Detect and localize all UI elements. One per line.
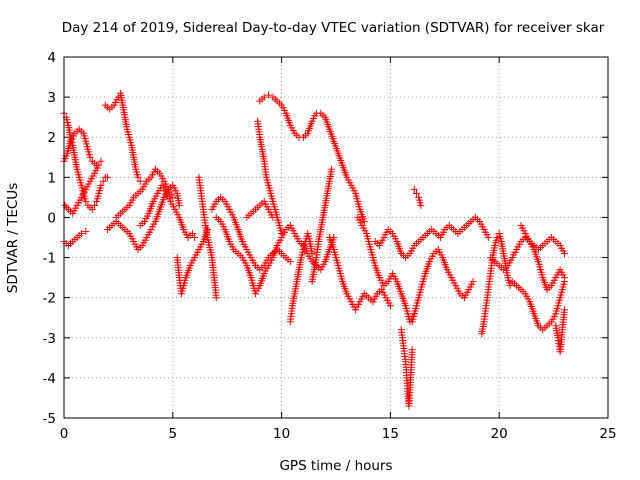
data-point [175,201,183,209]
data-point [93,161,101,169]
data-point [561,274,568,282]
data-points [60,89,568,410]
data-point [91,201,98,209]
y-tick-label: 2 [47,130,56,146]
data-point [408,346,416,354]
data-point [308,250,316,257]
data-point [136,177,144,185]
y-tick-label: -2 [43,291,56,307]
y-tick-label: -5 [43,411,56,427]
data-point [410,185,418,193]
data-point [188,230,196,237]
data-point [169,193,177,201]
data-point [484,234,492,241]
data-point [97,157,105,165]
data-point [469,278,477,286]
y-tick-label: 4 [47,50,56,66]
data-point [97,181,105,189]
data-point [286,258,294,266]
y-tick-label: 1 [47,170,56,186]
data-point [360,218,368,225]
data-point [99,177,107,185]
data-point [493,234,501,241]
data-point [86,153,94,161]
x-tick-label: 25 [599,426,616,442]
data-point [386,302,394,310]
y-tick-label: -3 [43,331,56,347]
data-point [134,173,142,181]
x-tick-label: 5 [169,426,178,442]
data-point [82,197,90,205]
data-point [212,294,220,302]
y-tick-label: -1 [43,251,56,267]
data-point [328,165,336,173]
data-point [104,173,111,181]
plot-frame [63,56,609,419]
data-point [77,230,85,237]
x-tick-label: 10 [273,426,290,442]
data-point [506,282,514,290]
data-point [265,91,272,99]
data-point [88,205,96,213]
data-point [561,250,568,257]
x-tick-label: 15 [382,426,399,442]
y-tick-label: 3 [47,90,56,106]
x-tick-label: 20 [491,426,508,442]
x-tick-label: 0 [60,426,69,442]
y-axis-label: SDTVAR / TECUs [5,183,21,293]
y-tick-label: -4 [43,371,56,387]
y-tick-label: 0 [47,210,56,226]
chart-title: Day 214 of 2019, Sidereal Day-to-day VTE… [62,20,605,36]
data-point [260,93,268,101]
data-point [561,306,568,314]
data-point [191,234,199,241]
data-point [417,201,425,209]
x-axis-label: GPS time / hours [279,458,392,474]
data-point [278,230,286,237]
data-point [82,228,90,235]
data-point [413,189,420,197]
